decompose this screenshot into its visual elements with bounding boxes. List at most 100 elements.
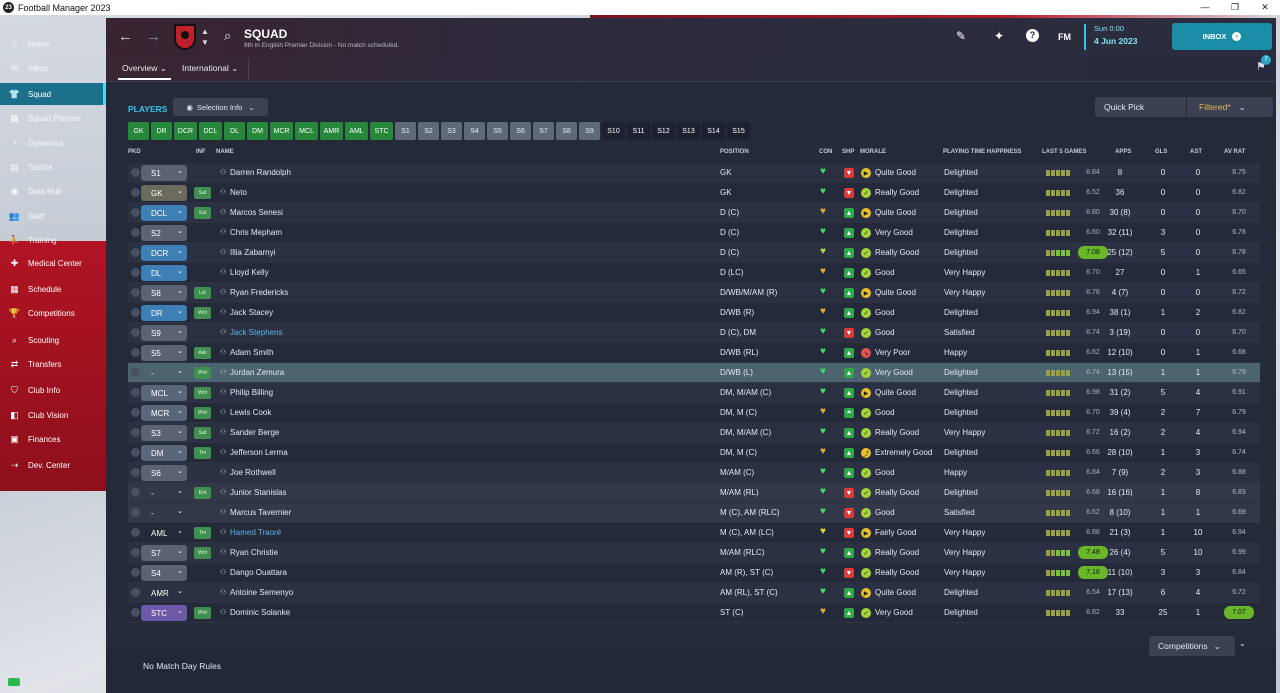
table-row[interactable]: DCL ⌄ Sat ⚇ Marcos Senesi D (C) ♥ ▲ ▶ Quite Good D… <box>128 203 1260 223</box>
picked-position-selector[interactable]: S4 ⌄ <box>141 565 187 581</box>
column-header-con[interactable]: CON <box>819 149 833 155</box>
table-row[interactable]: MCR ⌄ Wnt ⚇ Lewis Cook DM, M (C) ♥ ⏶ ✓ Good Deligh… <box>128 403 1260 423</box>
table-row[interactable]: S3 ⌄ Sat ⚇ Sander Berge DM, M/AM (C) ♥ ▲ ✓ Really… <box>128 423 1260 443</box>
picked-position-selector[interactable]: DCL ⌄ <box>141 205 187 221</box>
table-row[interactable]: AMR ⌄ ⚇ Antoine Semenyo AM (RL), ST (C) ♥ ▲ ▶ Qu… <box>128 583 1260 603</box>
player-name[interactable]: Marcus Tavernier <box>230 508 292 517</box>
tab-overview[interactable]: Overview ⌄ <box>118 63 171 80</box>
picked-position-selector[interactable]: DM ⌄ <box>141 445 187 461</box>
sidebar-item-scouting[interactable]: ⌕ Scouting <box>0 329 106 351</box>
sidebar-item-dev-center[interactable]: ⇢ Dev. Center <box>0 454 106 476</box>
position-filter-s8[interactable]: S8 <box>556 122 577 140</box>
player-name[interactable]: Chris Mepham <box>230 228 283 237</box>
row-select-radio[interactable] <box>131 608 140 617</box>
row-select-radio[interactable] <box>131 368 140 377</box>
competitions-dropdown[interactable]: Competitions ⌄ <box>1149 636 1235 656</box>
table-row[interactable]: AML ⌄ Tm ⚇ Hamed Traoré M (C), AM (LC) ♥ ▼ ▶ Fair… <box>128 523 1260 543</box>
picked-position-selector[interactable]: MCR ⌄ <box>141 405 187 421</box>
player-name[interactable]: Neto <box>230 188 247 197</box>
quick-pick-button[interactable]: Quick Pick <box>1095 97 1186 117</box>
player-name[interactable]: Philip Billing <box>230 388 274 397</box>
position-filter-s6[interactable]: S6 <box>510 122 531 140</box>
row-select-radio[interactable] <box>131 448 140 457</box>
sidebar-item-finances[interactable]: ▣ Finances <box>0 428 106 450</box>
table-row[interactable]: - ⌄ Ent ⚇ Junior Stanislas M/AM (RL) ♥ ▼ ✓ Really… <box>128 483 1260 503</box>
player-name[interactable]: Antoine Semenyo <box>230 588 294 597</box>
club-stepper[interactable]: ▲ ▼ <box>201 27 209 47</box>
row-select-radio[interactable] <box>131 568 140 577</box>
sidebar-item-dynamics[interactable]: ◔ Dynamics <box>0 132 106 154</box>
sidebar-item-inbox[interactable]: ✉ Inbox <box>0 57 106 79</box>
row-select-radio[interactable] <box>131 248 140 257</box>
fm-logo[interactable]: FM <box>1058 32 1071 42</box>
row-select-radio[interactable] <box>131 288 140 297</box>
table-row[interactable]: S9 ⌄ ⚇ Jack Stephens D (C), DM ♥ ▼ ✓ Good Satisfi… <box>128 323 1260 343</box>
sidebar-item-schedule[interactable]: ▦ Schedule <box>0 278 106 300</box>
minimize-button[interactable]: — <box>1200 2 1210 12</box>
table-row[interactable]: DCR ⌄ ⚇ Illia Zabarnyi D (C) ♥ ▲ ✓ Really Good De… <box>128 243 1260 263</box>
position-filter-stc[interactable]: STC <box>370 122 393 140</box>
picked-position-selector[interactable]: AML ⌄ <box>141 525 187 541</box>
notification-icon[interactable]: ⚑ 7 <box>1256 55 1271 73</box>
picked-position-selector[interactable]: GK ⌄ <box>141 185 187 201</box>
row-select-radio[interactable] <box>131 268 140 277</box>
row-select-radio[interactable] <box>131 408 140 417</box>
back-icon[interactable]: ← <box>118 28 133 45</box>
row-select-radio[interactable] <box>131 508 140 517</box>
table-row[interactable]: S5 ⌄ Ask ⚇ Adam Smith D/WB (RL) ♥ ▲ ↘ Very Poor Ha… <box>128 343 1260 363</box>
row-select-radio[interactable] <box>131 468 140 477</box>
date-block[interactable]: Sun 0:00 4 Jun 2023 <box>1084 24 1137 50</box>
player-name[interactable]: Ryan Fredericks <box>230 288 289 297</box>
player-name[interactable]: Ryan Christie <box>230 548 279 557</box>
sidebar-item-club-info[interactable]: ⛉ Club Info <box>0 379 106 401</box>
player-name[interactable]: Marcos Senesi <box>230 208 283 217</box>
picked-position-selector[interactable]: STC ⌄ <box>141 605 187 621</box>
sidebar-item-tactics[interactable]: ▤ Tactics <box>0 156 106 178</box>
row-select-radio[interactable] <box>131 428 140 437</box>
position-filter-mcl[interactable]: MCL <box>295 122 318 140</box>
table-row[interactable]: DM ⌄ Tm ⚇ Jefferson Lerma DM, M (C) ♥ ▲ ⤴ Extreme… <box>128 443 1260 463</box>
row-select-radio[interactable] <box>131 528 140 537</box>
sidebar-item-squad[interactable]: 👕 Squad <box>0 83 106 105</box>
achievements-icon[interactable]: ✦ <box>994 29 1005 43</box>
sidebar-item-staff[interactable]: 👥 Staff <box>0 205 106 227</box>
row-select-radio[interactable] <box>131 588 140 597</box>
column-header-inf[interactable]: INF <box>196 149 206 155</box>
row-select-radio[interactable] <box>131 348 140 357</box>
player-name[interactable]: Joe Rothwell <box>230 468 276 477</box>
picked-position-selector[interactable]: S2 ⌄ <box>141 225 187 241</box>
position-filter-s10[interactable]: S10 <box>602 122 625 140</box>
column-header-av-rat[interactable]: AV RAT <box>1224 149 1246 155</box>
picked-position-selector[interactable]: S1 ⌄ <box>141 165 187 181</box>
picked-position-selector[interactable]: S3 ⌄ <box>141 425 187 441</box>
row-select-radio[interactable] <box>131 388 140 397</box>
position-filter-dm[interactable]: DM <box>247 122 268 140</box>
column-header-pkd[interactable]: PKD <box>128 149 141 155</box>
table-row[interactable]: S8 ⌄ Lst ⚇ Ryan Fredericks D/WB/M/AM (R) ♥ ▲ ▶ Qu… <box>128 283 1260 303</box>
position-filter-s1[interactable]: S1 <box>395 122 416 140</box>
player-name[interactable]: Jack Stacey <box>230 308 274 317</box>
sidebar-item-home[interactable]: ⌂ Home <box>0 33 106 55</box>
position-filter-s2[interactable]: S2 <box>418 122 439 140</box>
picked-position-selector[interactable]: - ⌄ <box>141 365 187 381</box>
table-row[interactable]: GK ⌄ Sat ⚇ Neto GK ♥ ▼ ✓ Really Good Delighted 6.52… <box>128 183 1260 203</box>
position-filter-dcr[interactable]: DCR <box>174 122 197 140</box>
column-header-name[interactable]: NAME <box>216 149 234 155</box>
filtered-dropdown[interactable]: Filtered* ⌄ <box>1189 97 1273 117</box>
row-select-radio[interactable] <box>131 328 140 337</box>
position-filter-aml[interactable]: AML <box>345 122 368 140</box>
table-row[interactable]: S7 ⌄ Wnt ⚇ Ryan Christie M/AM (RLC) ♥ ▲ ✓ Really … <box>128 543 1260 563</box>
position-filter-s11[interactable]: S11 <box>627 122 650 140</box>
position-filter-dr[interactable]: DR <box>151 122 172 140</box>
position-filter-dl[interactable]: DL <box>224 122 245 140</box>
picked-position-selector[interactable]: DR ⌄ <box>141 305 187 321</box>
expand-chevron-icon[interactable]: ⌄ <box>1239 639 1246 648</box>
sidebar-item-squad-planner[interactable]: ▦ Squad Planner <box>0 107 106 129</box>
position-filter-s14[interactable]: S14 <box>702 122 725 140</box>
row-select-radio[interactable] <box>131 548 140 557</box>
picked-position-selector[interactable]: MCL ⌄ <box>141 385 187 401</box>
row-select-radio[interactable] <box>131 168 140 177</box>
search-icon[interactable]: ⌕ <box>224 28 232 43</box>
row-select-radio[interactable] <box>131 228 140 237</box>
player-name[interactable]: Jefferson Lerma <box>230 448 288 457</box>
